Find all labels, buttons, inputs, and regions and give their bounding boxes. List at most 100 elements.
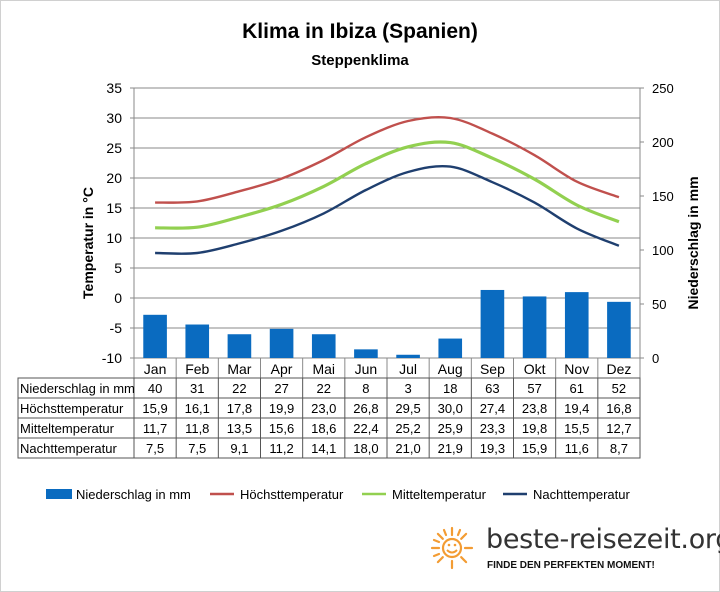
table-cell: 11,2 [269, 441, 293, 456]
y-tick-left: 25 [106, 140, 122, 156]
precipitation-bar [438, 338, 463, 358]
table-row-label: Mitteltemperatur [20, 421, 115, 436]
precipitation-bar [143, 314, 167, 358]
table-cell: 61 [570, 381, 584, 396]
y-tick-right: 0 [652, 351, 659, 366]
table-cell: 7,5 [188, 441, 206, 456]
table-cell: 23,3 [480, 421, 505, 436]
precipitation-bar [564, 292, 589, 358]
x-tick-label: Jan [144, 361, 167, 377]
table-cell: 8,7 [610, 441, 628, 456]
table-cell: 29,5 [395, 401, 420, 416]
x-tick-label: Apr [271, 361, 293, 377]
y-axis-title-left: Temperatur in °C [80, 187, 96, 299]
table-cell: 9,1 [230, 441, 248, 456]
y-tick-right: 100 [652, 243, 674, 258]
table-cell: 17,8 [227, 401, 252, 416]
y-tick-left: 0 [114, 290, 122, 306]
line-nachttemperatur [155, 164, 620, 255]
table-cell: 30,0 [438, 401, 463, 416]
brand-tagline: FINDE DEN PERFEKTEN MOMENT! [487, 560, 655, 571]
table-cell: 15,9 [522, 441, 547, 456]
precipitation-bar [354, 349, 378, 358]
table-cell: 16,1 [185, 401, 210, 416]
data-table: Jan Feb Mar Apr Mai Jun Jul Aug Sep Okt Nov Dez Nied… [17, 361, 641, 459]
table-cell: 11,6 [565, 441, 589, 456]
table-cell: 18 [443, 381, 457, 396]
x-tick-label: Mai [312, 361, 335, 377]
table-row-label: Nachttemperatur [20, 441, 117, 456]
sun-icon [430, 526, 474, 570]
line-hchsttemperatur [155, 115, 620, 204]
y-tick-right: 50 [652, 297, 666, 312]
table-cell: 19,3 [480, 441, 505, 456]
table-cell: 7,5 [146, 441, 164, 456]
legend-swatch [46, 489, 72, 499]
table-cell: 8 [362, 381, 369, 396]
y-tick-left: 5 [114, 260, 122, 276]
y-tick-left: -5 [110, 320, 123, 336]
table-cell: 27,4 [480, 401, 505, 416]
y-tick-left: 35 [106, 80, 122, 96]
precipitation-bars [143, 289, 631, 358]
table-cell: 25,9 [438, 421, 463, 436]
table-cell: 18,0 [353, 441, 378, 456]
brand-logo[interactable]: beste-reisezeit.org FINDE DEN PERFEKTEN … [428, 522, 720, 584]
table-cell: 21,9 [438, 441, 463, 456]
precipitation-bar [480, 289, 505, 358]
precipitation-bar [522, 296, 547, 358]
x-tick-label: Jun [355, 361, 378, 377]
precipitation-bar [227, 334, 252, 358]
y-tick-left: 15 [106, 200, 122, 216]
table-cell: 19,9 [269, 401, 294, 416]
x-tick-label: Aug [438, 361, 463, 377]
chart-title: Klima in Ibiza (Spanien) [242, 20, 478, 43]
line-mitteltemperatur [155, 140, 620, 230]
axes: 35302520151050-5-10250200150100500Temper… [80, 80, 701, 378]
legend: Niederschlag in mm Höchsttemperatur Mittel… [46, 487, 630, 502]
table-cell: 40 [148, 381, 162, 396]
table-cell: 13,5 [227, 421, 252, 436]
legend-label: Niederschlag in mm [76, 487, 191, 502]
y-axis-title-right: Niederschlag in mm [685, 176, 701, 309]
precipitation-bar [185, 324, 210, 358]
table-cell: 22,4 [353, 421, 378, 436]
table-cell: 57 [527, 381, 541, 396]
legend-label: Höchsttemperatur [240, 487, 344, 502]
x-tick-label: Nov [564, 361, 589, 377]
x-tick-label: Dez [606, 361, 631, 377]
y-tick-left: 10 [106, 230, 122, 246]
chart-subtitle: Steppenklima [311, 52, 409, 69]
x-tick-label: Jul [399, 361, 417, 377]
table-cell: 23,0 [311, 401, 336, 416]
gridlines [133, 87, 641, 359]
table-cell: 31 [190, 381, 204, 396]
x-tick-label: Feb [185, 361, 209, 377]
table-cell: 12,7 [606, 421, 631, 436]
table-cell: 26,8 [353, 401, 378, 416]
table-cell: 21,0 [395, 441, 420, 456]
y-tick-left: -10 [102, 350, 122, 366]
table-cell: 25,2 [395, 421, 420, 436]
table-cell: 14,1 [311, 441, 336, 456]
legend-label: Nachttemperatur [533, 487, 630, 502]
y-tick-right: 150 [652, 189, 674, 204]
table-cell: 3 [404, 381, 411, 396]
x-tick-label: Okt [524, 361, 546, 377]
table-cell: 15,9 [142, 401, 167, 416]
table-cell: 16,8 [606, 401, 631, 416]
climate-chart: 35302520151050-5-10250200150100500Temper… [17, 80, 701, 502]
y-tick-left: 30 [106, 110, 122, 126]
table-cell: 19,4 [564, 401, 589, 416]
table-row-label: Höchsttemperatur [20, 401, 124, 416]
table-cell: 11,7 [143, 421, 167, 436]
precipitation-bar [269, 328, 294, 358]
table-cell: 27 [274, 381, 288, 396]
x-tick-label: Mar [227, 361, 251, 377]
x-tick-label: Sep [480, 361, 505, 377]
table-cell: 52 [612, 381, 626, 396]
table-cell: 19,8 [522, 421, 547, 436]
table-cell: 22 [232, 381, 246, 396]
precipitation-bar [607, 301, 631, 358]
precipitation-bar [311, 334, 336, 358]
